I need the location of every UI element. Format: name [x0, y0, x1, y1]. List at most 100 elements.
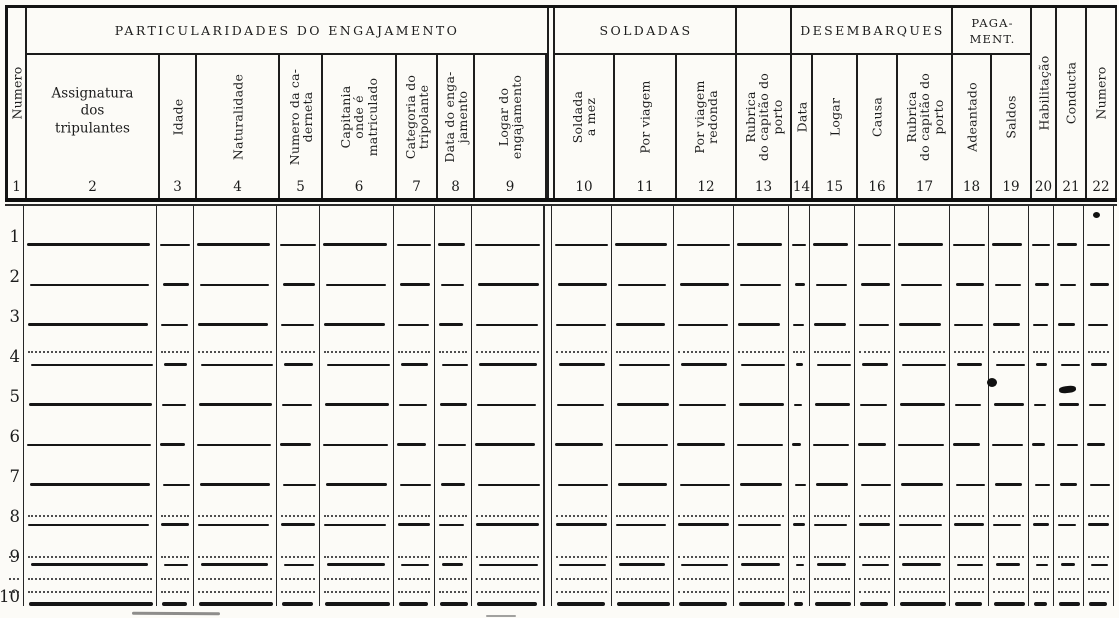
- cell-r7-c9: [472, 446, 544, 486]
- cell-r1-c2: [24, 206, 157, 246]
- scan-noise-dots: [678, 591, 729, 593]
- blank-entry-rule: [28, 524, 149, 526]
- column-label-19: Saldos: [1003, 94, 1019, 139]
- blank-entry-rule: [559, 363, 605, 366]
- column-header-8: Data do enga- jamento 8: [438, 8, 475, 198]
- blank-entry-rule: [400, 283, 430, 286]
- scan-noise-dots: [439, 578, 467, 580]
- blank-entry-rule: [815, 602, 851, 606]
- scan-noise-dots: [439, 591, 467, 593]
- blank-entry-rule: [558, 283, 607, 286]
- blank-entry-rule: [619, 563, 665, 566]
- scan-noise-dots: [1058, 578, 1079, 580]
- column-number-8: 8: [451, 179, 460, 195]
- scan-noise-dots: [324, 351, 389, 353]
- blank-entry-rule: [677, 443, 725, 446]
- blank-entry-rule: [1035, 484, 1050, 486]
- cell-r3-c19: [989, 286, 1029, 326]
- blank-entry-rule: [30, 483, 150, 486]
- scan-noise-dots: [954, 578, 984, 580]
- blank-entry-rule: [679, 602, 727, 606]
- cell-r4-c9: [472, 326, 544, 366]
- blank-entry-rule: [323, 243, 387, 246]
- cell-r2-c17: [895, 246, 950, 286]
- column-number-20: 20: [1034, 179, 1053, 195]
- column-label-15: Logar: [826, 97, 842, 136]
- cell-r9-c12: [674, 526, 734, 566]
- blank-entry-rule: [1033, 324, 1048, 326]
- cell-r4-c19: [989, 326, 1029, 366]
- cell-r8-c2: [24, 486, 157, 526]
- cell-r9-c18: [950, 526, 989, 566]
- blank-entry-rule: [954, 324, 983, 326]
- scan-noise-dots: [993, 591, 1024, 593]
- group-cell-space: [737, 8, 790, 55]
- column-number-1: 1: [12, 179, 21, 195]
- scan-noise-dots: [1033, 578, 1049, 580]
- cell-r2-c15: [810, 246, 855, 286]
- cell-r7-c12: [674, 446, 734, 486]
- scan-noise-dots: [281, 351, 315, 353]
- column-header-6: Capitania onde é matriculado 6: [323, 8, 397, 198]
- cell-r2-c10: [552, 246, 612, 286]
- blank-entry-rule: [284, 564, 314, 566]
- divider-cell: [544, 286, 552, 326]
- row-number: 4: [9, 346, 21, 366]
- cell-r7-c3: [157, 446, 194, 486]
- scan-noise-dots: [476, 556, 539, 558]
- blank-entry-rule: [1091, 564, 1108, 566]
- blank-entry-rule: [325, 602, 390, 606]
- cell-r10-c14: [789, 566, 810, 606]
- cell-r3-c3: [157, 286, 194, 326]
- cell-r8-c16: [855, 486, 895, 526]
- blank-entry-rule: [1061, 563, 1075, 566]
- column-header-20: Habilitação 20: [1032, 8, 1057, 198]
- row-number: 3: [9, 306, 21, 326]
- cell-r5-c5: [277, 366, 320, 406]
- scan-noise-dots: [899, 515, 945, 517]
- cell-r7-c21: [1054, 446, 1084, 486]
- cell-r3-c16: [855, 286, 895, 326]
- blank-entry-rule: [677, 244, 730, 246]
- blank-entry-rule: [556, 324, 606, 326]
- cell-r7-c2: [24, 446, 157, 486]
- blank-entry-rule: [438, 243, 465, 246]
- blank-entry-rule: [858, 443, 886, 446]
- cell-r2-c5: [277, 246, 320, 286]
- cell-r4-c4: [194, 326, 277, 366]
- blank-entry-rule: [325, 403, 389, 406]
- cell-r8-c7: [394, 486, 435, 526]
- group-header-soldadas: SOLDADAS: [599, 23, 693, 39]
- column-header-12: Por viagem redonda 12: [677, 8, 737, 198]
- cell-r6-c7: [394, 406, 435, 446]
- cell-r4-c2: [24, 326, 157, 366]
- cell-r6-c19: [989, 406, 1029, 446]
- divider-cell: [544, 326, 552, 366]
- blank-entry-rule: [1057, 444, 1078, 446]
- cell-r10-c19: [989, 566, 1029, 606]
- blank-entry-rule: [557, 602, 605, 606]
- cell-r2-c4: [194, 246, 277, 286]
- blank-entry-rule: [795, 484, 806, 486]
- row-number-cell: 8: [5, 486, 24, 526]
- cell-r5-c3: [157, 366, 194, 406]
- blank-entry-rule: [1057, 243, 1077, 246]
- blank-entry-rule: [477, 602, 537, 606]
- blank-entry-rule: [794, 602, 803, 606]
- blank-entry-rule: [796, 363, 803, 366]
- blank-entry-rule: [283, 283, 315, 286]
- blank-entry-rule: [796, 564, 804, 566]
- blank-entry-rule: [679, 404, 726, 406]
- cell-r2-c11: [612, 246, 674, 286]
- blank-entry-rule: [555, 443, 603, 446]
- blank-entry-rule: [953, 244, 985, 246]
- blank-entry-rule: [1034, 404, 1046, 406]
- group-cell-space: [813, 8, 858, 55]
- blank-entry-rule: [993, 524, 1021, 526]
- blank-entry-rule: [327, 563, 385, 566]
- cell-r9-c6: [320, 526, 394, 566]
- group-cell-space: [397, 8, 438, 55]
- cell-r5-c20: [1029, 366, 1054, 406]
- cell-r7-c19: [989, 446, 1029, 486]
- blank-entry-rule: [1091, 363, 1107, 366]
